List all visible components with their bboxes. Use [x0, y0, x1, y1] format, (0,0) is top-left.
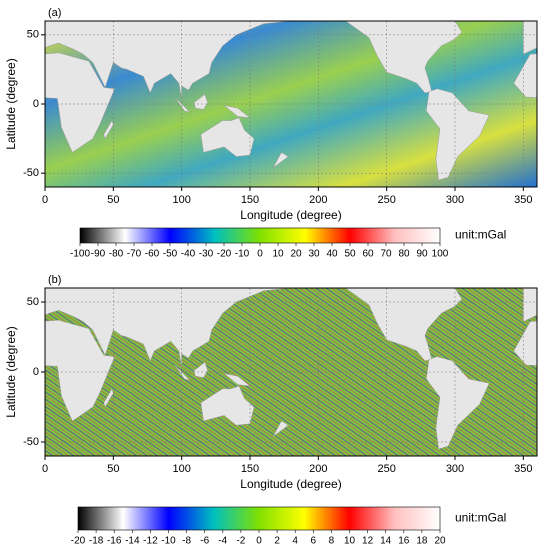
- colorbar-tick-label: 30: [308, 249, 320, 260]
- land: [523, 288, 537, 322]
- x-tick-label: 0: [42, 194, 48, 206]
- colorbar-tick-label: -30: [199, 249, 214, 260]
- land: [45, 52, 116, 153]
- land: [200, 385, 255, 426]
- y-tick-label: 50: [27, 296, 39, 308]
- land: [193, 361, 208, 378]
- colorbar-tick-label: 10: [344, 536, 356, 547]
- land: [426, 356, 490, 450]
- x-tick-label: 150: [241, 463, 259, 475]
- x-tick-label: 200: [309, 194, 327, 206]
- x-tick-label: 50: [107, 194, 119, 206]
- colorbar-tick-label: 20: [290, 249, 302, 260]
- colorbar-tick-label: -16: [107, 536, 122, 547]
- colorbar-tick-label: 90: [416, 249, 428, 260]
- colorbar-tick-label: 50: [344, 249, 356, 260]
- colorbar-tick-label: 70: [380, 249, 392, 260]
- panel-label: (a): [48, 7, 61, 19]
- colorbar-tick-label: -2: [236, 536, 245, 547]
- panel-label: (b): [48, 274, 61, 286]
- x-tick-label: 50: [107, 463, 119, 475]
- colorbar-tick-label: -14: [125, 536, 140, 547]
- colorbar: [77, 506, 441, 531]
- land: [193, 93, 208, 110]
- colorbar-tick-label: -12: [143, 536, 158, 547]
- colorbar-tick-label: -8: [182, 536, 191, 547]
- colorbar-tick-label: -60: [145, 249, 160, 260]
- colorbar-tick-label: -90: [91, 249, 106, 260]
- colorbar-tick-label: 40: [326, 249, 338, 260]
- x-tick-label: 200: [309, 463, 327, 475]
- colorbar-tick-label: -18: [89, 536, 104, 547]
- plot-frame: [44, 20, 538, 188]
- land: [45, 319, 116, 422]
- colorbar-tick-label: 12: [362, 536, 374, 547]
- x-tick-label: 300: [446, 194, 464, 206]
- land: [174, 96, 191, 113]
- land: [273, 152, 289, 168]
- colorbar-tick-label: 0: [257, 249, 263, 260]
- colorbar-tick-label: -4: [218, 536, 227, 547]
- x-tick-label: 150: [241, 194, 259, 206]
- x-axis-label: Longitude (degree): [240, 208, 341, 222]
- colorbar-tick-label: 8: [329, 536, 335, 547]
- colorbar-tick-label: -20: [217, 249, 232, 260]
- y-tick-label: -50: [23, 167, 39, 179]
- map: [45, 21, 537, 187]
- land: [174, 364, 191, 381]
- land: [45, 288, 292, 368]
- x-tick-label: 100: [172, 463, 190, 475]
- x-axis-label: Longitude (degree): [240, 477, 341, 491]
- colorbar-unit: unit:mGal: [455, 228, 506, 242]
- land: [103, 388, 114, 408]
- colorbar-tick-label: -70: [127, 249, 142, 260]
- x-tick-label: 300: [446, 463, 464, 475]
- x-tick-label: 0: [42, 463, 48, 475]
- y-tick-label: 0: [33, 366, 39, 378]
- land: [523, 21, 537, 55]
- colorbar-tick-label: -80: [109, 249, 124, 260]
- colorbar-tick-label: -10: [161, 536, 176, 547]
- land: [45, 21, 292, 100]
- plot-frame: [44, 287, 538, 457]
- land: [426, 88, 490, 181]
- colorbar-tick-label: 80: [398, 249, 410, 260]
- colorbar-tick-label: 2: [274, 536, 280, 547]
- y-tick-label: 0: [33, 98, 39, 110]
- colorbar-tick-label: 10: [272, 249, 284, 260]
- y-axis-label: Latitude (degree): [4, 326, 18, 417]
- x-tick-label: 350: [514, 463, 532, 475]
- land: [513, 53, 537, 98]
- colorbar-tick-label: 14: [380, 536, 392, 547]
- colorbar-tick-label: -10: [235, 249, 250, 260]
- x-tick-label: 250: [377, 194, 395, 206]
- colorbar-tick-label: 20: [434, 536, 446, 547]
- colorbar-tick-label: 60: [362, 249, 374, 260]
- colorbar-tick-label: -50: [163, 249, 178, 260]
- colorbar-tick-label: -6: [200, 536, 209, 547]
- colorbar-unit: unit:mGal: [455, 511, 506, 525]
- colorbar: [79, 227, 441, 244]
- land: [273, 420, 289, 437]
- x-tick-label: 250: [377, 463, 395, 475]
- colorbar-tick-label: 4: [292, 536, 298, 547]
- colorbar-tick-label: -20: [71, 536, 86, 547]
- y-axis-label: Latitude (degree): [4, 58, 18, 149]
- land: [200, 117, 255, 157]
- x-tick-label: 350: [514, 194, 532, 206]
- colorbar-tick-label: 100: [432, 249, 449, 260]
- colorbar-tick-label: -100: [70, 249, 90, 260]
- colorbar-tick-label: 0: [256, 536, 262, 547]
- colorbar-tick-label: 16: [398, 536, 410, 547]
- colorbar-tick-label: 6: [311, 536, 317, 547]
- y-tick-label: 50: [27, 29, 39, 41]
- colorbar-tick-label: 18: [416, 536, 428, 547]
- y-tick-label: -50: [23, 436, 39, 448]
- x-tick-label: 100: [172, 194, 190, 206]
- colorbar-tick-label: -40: [181, 249, 196, 260]
- land: [513, 320, 537, 366]
- land: [103, 119, 114, 140]
